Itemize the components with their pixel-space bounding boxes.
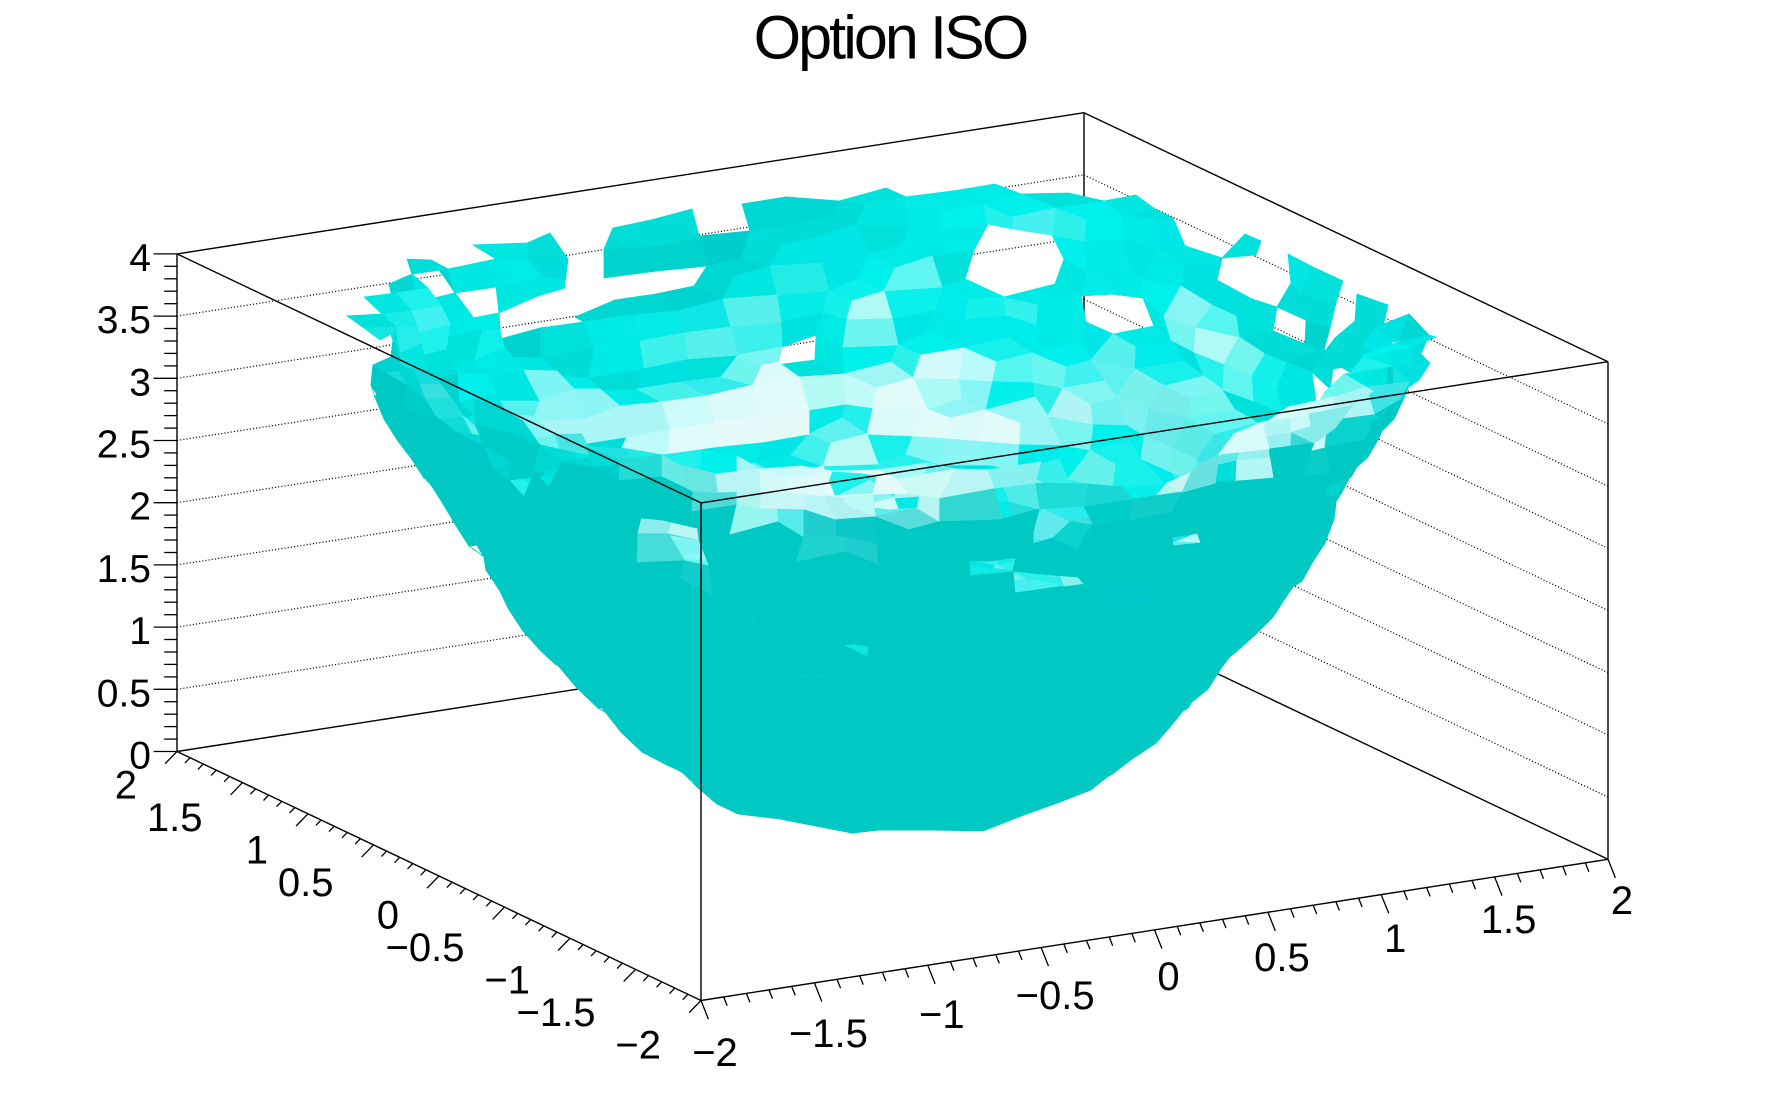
svg-text:3.5: 3.5: [97, 299, 151, 342]
svg-text:−2: −2: [692, 1031, 738, 1075]
svg-text:2: 2: [115, 764, 137, 808]
svg-text:−1: −1: [919, 993, 965, 1037]
svg-text:−0.5: −0.5: [386, 926, 465, 970]
svg-text:−1.5: −1.5: [789, 1012, 868, 1056]
svg-text:0.5: 0.5: [97, 672, 151, 715]
svg-text:1: 1: [246, 829, 268, 873]
svg-text:4: 4: [129, 237, 151, 280]
svg-text:3: 3: [129, 361, 151, 404]
svg-text:0: 0: [129, 735, 151, 778]
svg-text:−0.5: −0.5: [1016, 974, 1095, 1018]
svg-text:0: 0: [377, 893, 399, 937]
svg-text:1.5: 1.5: [1481, 898, 1537, 942]
svg-text:Option ISO: Option ISO: [754, 4, 1027, 72]
svg-text:1.5: 1.5: [147, 796, 203, 840]
svg-text:−1: −1: [484, 958, 530, 1002]
svg-text:−2: −2: [615, 1023, 661, 1067]
svg-text:1: 1: [1384, 917, 1406, 961]
svg-text:1: 1: [129, 610, 151, 653]
svg-text:2.5: 2.5: [97, 424, 151, 467]
svg-text:0: 0: [1157, 955, 1179, 999]
svg-text:−1.5: −1.5: [517, 991, 596, 1035]
svg-text:2: 2: [129, 486, 151, 529]
svg-text:0.5: 0.5: [1254, 936, 1310, 980]
svg-text:2: 2: [1611, 879, 1633, 923]
svg-text:0.5: 0.5: [278, 861, 334, 905]
svg-text:1.5: 1.5: [97, 548, 151, 591]
